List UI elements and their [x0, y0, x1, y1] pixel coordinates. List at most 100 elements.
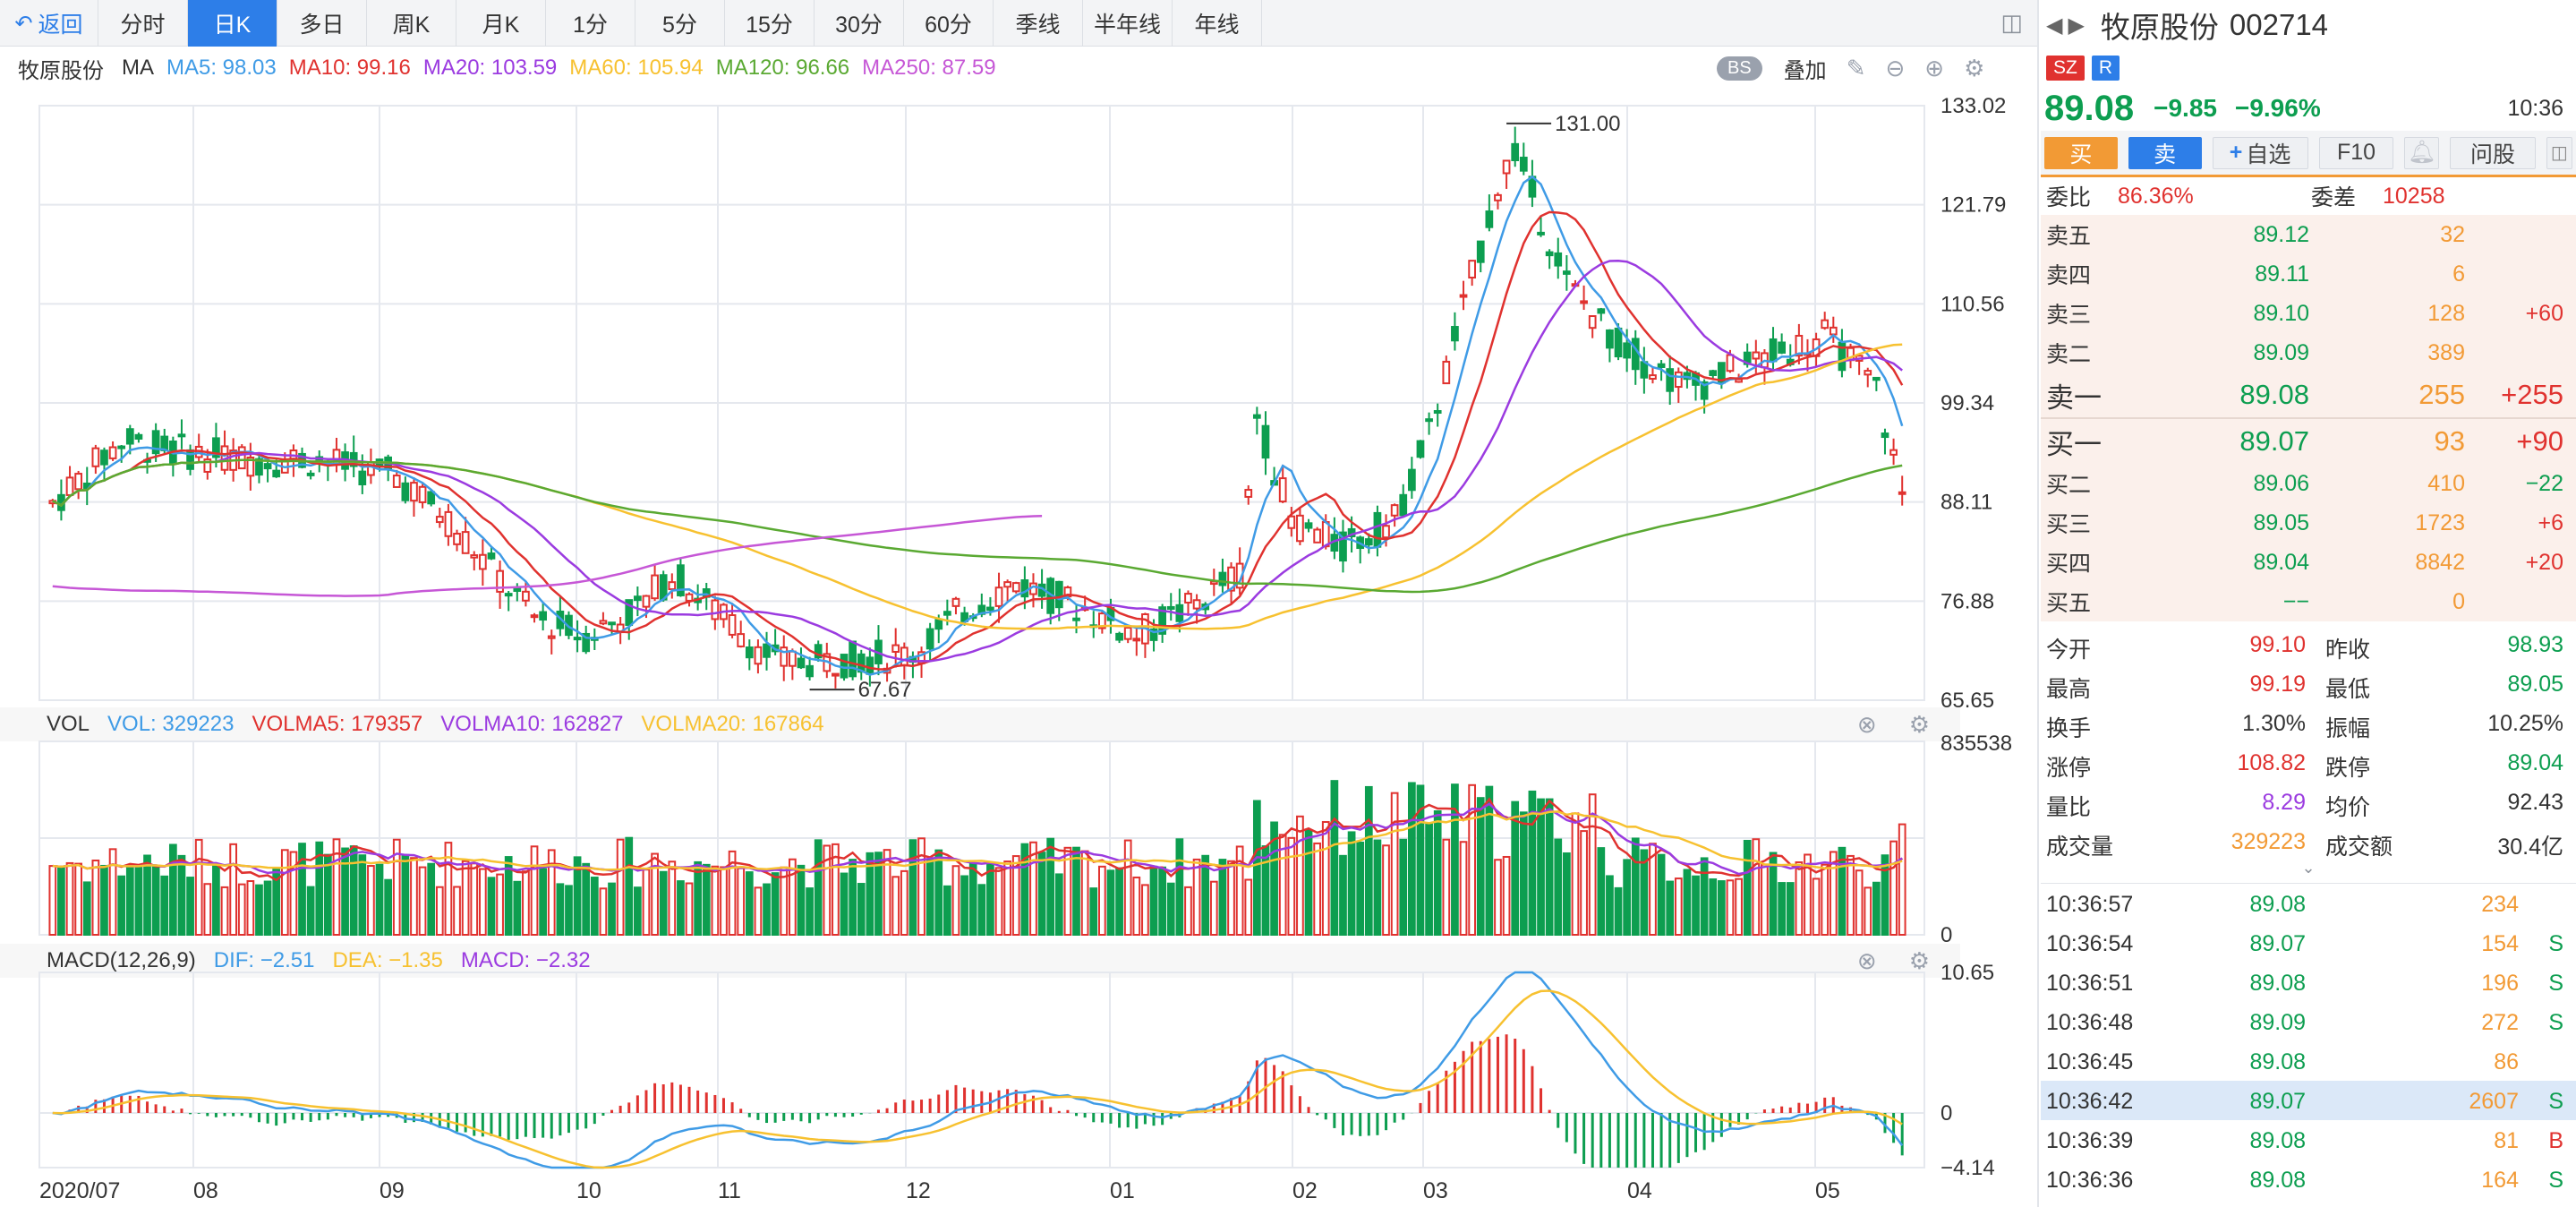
- volume-bar: [720, 866, 728, 936]
- volume-bar: [823, 844, 832, 936]
- legend-entry: VOLMA20: 167864: [641, 712, 824, 736]
- volume-bar: [1304, 829, 1313, 937]
- candle: [1545, 251, 1554, 257]
- candle: [332, 449, 341, 466]
- candle: [125, 428, 134, 445]
- ma10-line: [52, 210, 1904, 671]
- add-watchlist-button[interactable]: + 自选: [2212, 136, 2308, 169]
- level-label: 买五: [2046, 591, 2092, 616]
- ask-level[interactable]: 卖四 89.11 6: [2041, 254, 2576, 294]
- candle: [1855, 355, 1864, 362]
- volume-bar: [737, 867, 746, 936]
- ask-level[interactable]: 卖二 89.09 389: [2041, 333, 2576, 372]
- close-panel-icon[interactable]: ⊗: [1856, 947, 1877, 974]
- buy-button[interactable]: 买: [2044, 136, 2118, 169]
- volume-bar: [1864, 886, 1872, 937]
- volume-bar: [1201, 854, 1210, 936]
- period-tab[interactable]: 30分: [815, 0, 904, 47]
- sell-button[interactable]: 卖: [2128, 136, 2202, 169]
- bid-level[interactable]: 买三 89.05 1723 +6: [2041, 503, 2576, 543]
- ask-level[interactable]: 卖五 89.12 32: [2041, 215, 2576, 254]
- period-tab[interactable]: 5分: [635, 0, 725, 47]
- candle: [1666, 368, 1675, 392]
- level-volume: 1723: [2415, 509, 2465, 535]
- period-tab[interactable]: 月K: [456, 0, 546, 47]
- volume-bar: [177, 854, 186, 936]
- period-tab[interactable]: 半年线: [1083, 0, 1173, 47]
- candle: [1321, 520, 1330, 548]
- level-volume: 389: [2427, 339, 2465, 365]
- candle: [1020, 579, 1029, 598]
- period-tab[interactable]: 日K: [188, 0, 277, 47]
- order-ratio-row: 委比 86.36% 委差 10258: [2041, 177, 2576, 215]
- volume-bar: [874, 852, 883, 936]
- pencil-icon[interactable]: ✎: [1846, 54, 1866, 81]
- candle: [900, 646, 908, 667]
- tick-price: 89.08: [2249, 971, 2306, 996]
- period-tab[interactable]: 年线: [1173, 0, 1262, 47]
- volume-bar: [108, 848, 117, 936]
- panel-settings-icon[interactable]: ⚙: [1908, 711, 1930, 738]
- volume-bar: [1847, 854, 1855, 937]
- overlay-button[interactable]: 叠加: [1783, 58, 1827, 83]
- tick-side: S: [2548, 1168, 2563, 1193]
- axis-label: 0: [1941, 1101, 1952, 1126]
- candle: [1872, 376, 1881, 381]
- tick-volume: 164: [2481, 1168, 2519, 1193]
- volume-bar: [1786, 882, 1795, 936]
- bid-level[interactable]: 买二 89.06 410 −22: [2041, 464, 2576, 503]
- bid-level[interactable]: 买五 −− 0: [2041, 582, 2576, 621]
- quote-row: 换手 1.30% 振幅 10.25%: [2041, 704, 2576, 743]
- period-tab[interactable]: 周K: [367, 0, 456, 47]
- period-tab[interactable]: 1分: [546, 0, 635, 47]
- volume-bar: [625, 836, 634, 937]
- volume-bar: [1657, 853, 1666, 936]
- volume-bar: [1390, 792, 1399, 937]
- kline-chart[interactable]: 133.02121.79110.5699.3488.1176.8865.6583…: [0, 0, 2037, 1207]
- quote-value: 329223: [2231, 829, 2306, 854]
- candle: [573, 637, 582, 641]
- bid-level[interactable]: 买四 89.04 8842 +20: [2041, 543, 2576, 582]
- volume-bar: [556, 883, 565, 937]
- zoom-out-icon[interactable]: ⊖: [1885, 54, 1906, 81]
- ask-level[interactable]: 卖三 89.10 128 +60: [2041, 294, 2576, 333]
- period-tab[interactable]: 分时: [98, 0, 188, 47]
- alert-bell-button[interactable]: 🔔︎: [2404, 136, 2440, 169]
- tick-volume: 234: [2481, 892, 2519, 917]
- volume-bar: [212, 863, 220, 936]
- candle: [289, 449, 298, 462]
- settings-gear-icon[interactable]: ⚙: [1964, 54, 1985, 81]
- candle: [797, 657, 806, 669]
- period-tab[interactable]: 多日: [277, 0, 367, 47]
- layout-toggle-icon[interactable]: ◫: [2000, 9, 2023, 36]
- candle: [1080, 606, 1089, 612]
- axis-label: 05: [1815, 1178, 1840, 1203]
- volume-bar: [1106, 869, 1115, 936]
- ask-level[interactable]: 卖一 89.08 255 +255: [2041, 372, 2576, 417]
- period-tab[interactable]: 60分: [904, 0, 994, 47]
- expand-chevron-icon[interactable]: ⌄: [2301, 859, 2316, 877]
- volume-bar: [1459, 841, 1468, 937]
- ask-stock-button[interactable]: 问股: [2450, 136, 2536, 169]
- f10-button[interactable]: F10: [2318, 136, 2394, 169]
- collapse-panel-button[interactable]: ◫: [2546, 136, 2572, 169]
- candle: [1184, 593, 1192, 604]
- candle: [349, 451, 358, 467]
- prev-next-stock-icon[interactable]: ◀▶: [2046, 13, 2090, 38]
- candle: [280, 458, 289, 474]
- level-price: 89.07: [2239, 425, 2309, 457]
- market-tag: SZ: [2046, 56, 2085, 81]
- close-panel-icon[interactable]: ⊗: [1856, 711, 1877, 738]
- period-tab[interactable]: 季线: [994, 0, 1083, 47]
- trade-tick: 10:36:39 89.08 81 B: [2041, 1120, 2576, 1160]
- bid-level[interactable]: 买一 89.07 93 +90: [2041, 419, 2576, 464]
- bs-toggle[interactable]: BS: [1717, 56, 1762, 81]
- zoom-in-icon[interactable]: ⊕: [1924, 54, 1945, 81]
- back-button[interactable]: ↶ 返回: [0, 0, 98, 47]
- trade-ticks[interactable]: 10:36:57 89.08 234 10:36:54 89.07 154 S 10:36:5…: [2041, 883, 2576, 1199]
- trade-tick: 10:36:48 89.09 272 S: [2041, 1002, 2576, 1041]
- candle: [1373, 511, 1382, 548]
- panel-settings-icon[interactable]: ⚙: [1908, 947, 1930, 974]
- candle: [194, 445, 203, 458]
- period-tab[interactable]: 15分: [725, 0, 815, 47]
